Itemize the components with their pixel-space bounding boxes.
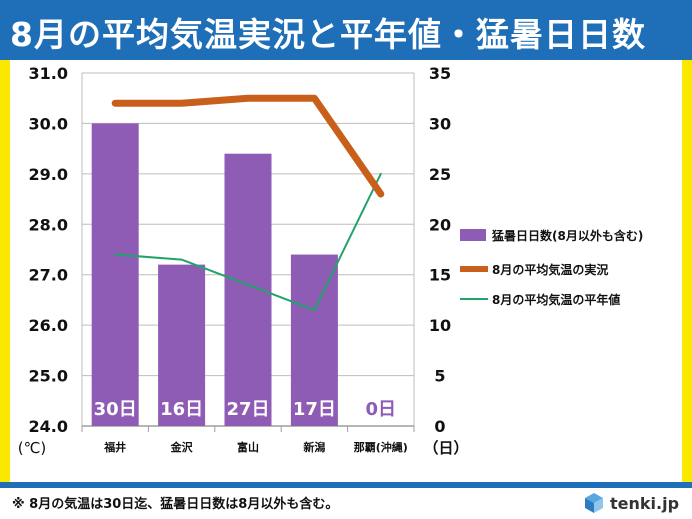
legend-entry: 8月の平均気温の実況: [492, 262, 608, 277]
bar: [158, 264, 206, 426]
left-tick-label: 24.0: [29, 417, 68, 436]
right-tick-label: 10: [429, 316, 451, 335]
right-tick-label: 0: [434, 417, 445, 436]
footer-stripe: [0, 482, 692, 488]
series-line-actual: [111, 94, 385, 198]
chart-panel: 30日 16日 27日 17日 0日 24.0 25.0 26.0 27.0 28.0 29.0 3…: [10, 60, 682, 482]
bar-data-label: 27日: [226, 399, 269, 420]
right-axis-label: （日）: [423, 439, 468, 457]
left-tick-label: 27.0: [29, 266, 68, 285]
legend-entry: 猛暑日日数(8月以外も含む): [491, 228, 643, 243]
tenki-logo[interactable]: tenki.jp: [582, 488, 679, 518]
legend-entry: 8月の平均気温の平年値: [492, 292, 620, 307]
category-label: 金沢: [170, 440, 194, 454]
bar-data-label: 17日: [293, 399, 336, 420]
footer: ※ 8月の気温は30日迄、猛暑日日数は8月以外も含む。 tenki.jp: [0, 482, 692, 519]
right-tick-label: 25: [429, 165, 451, 184]
right-tick-label: 20: [429, 215, 451, 234]
left-tick-label: 25.0: [29, 367, 68, 386]
bar: [290, 254, 338, 426]
left-tick-label: 30.0: [29, 114, 68, 133]
category-label: 新潟: [303, 440, 325, 454]
category-label: 富山: [237, 440, 259, 454]
category-label: 那覇(沖縄): [354, 440, 408, 454]
left-tick-label: 29.0: [29, 165, 68, 184]
left-tick-label: 31.0: [29, 64, 68, 83]
left-axis-label: (℃): [18, 439, 47, 457]
bar-data-label: 0日: [366, 399, 397, 420]
bar-data-label: 16日: [160, 399, 203, 420]
footnote: ※ 8月の気温は30日迄、猛暑日日数は8月以外も含む。: [12, 497, 339, 512]
left-tick-label: 26.0: [29, 316, 68, 335]
tenki-cube-icon: [585, 493, 603, 513]
category-label: 福井: [103, 440, 126, 454]
logo-text: tenki.jp: [610, 493, 680, 513]
right-tick-label: 15: [429, 266, 451, 285]
chart-svg: 30日 16日 27日 17日 0日 24.0 25.0 26.0 27.0 28.0 29.0 3…: [18, 64, 644, 457]
right-tick-label: 5: [434, 367, 445, 386]
series-line-normal: [114, 172, 382, 312]
bar: [91, 123, 139, 426]
right-tick-label: 30: [429, 114, 451, 133]
title-bar: 8月の平均気温実況と平年値・猛暑日日数: [0, 0, 692, 60]
bar: [224, 153, 272, 426]
legend-swatch-bar: [460, 229, 486, 241]
right-tick-label: 35: [429, 64, 451, 83]
bar-data-label: 30日: [94, 399, 137, 420]
page-title: 8月の平均気温実況と平年値・猛暑日日数: [10, 15, 646, 54]
left-tick-label: 28.0: [29, 215, 68, 234]
